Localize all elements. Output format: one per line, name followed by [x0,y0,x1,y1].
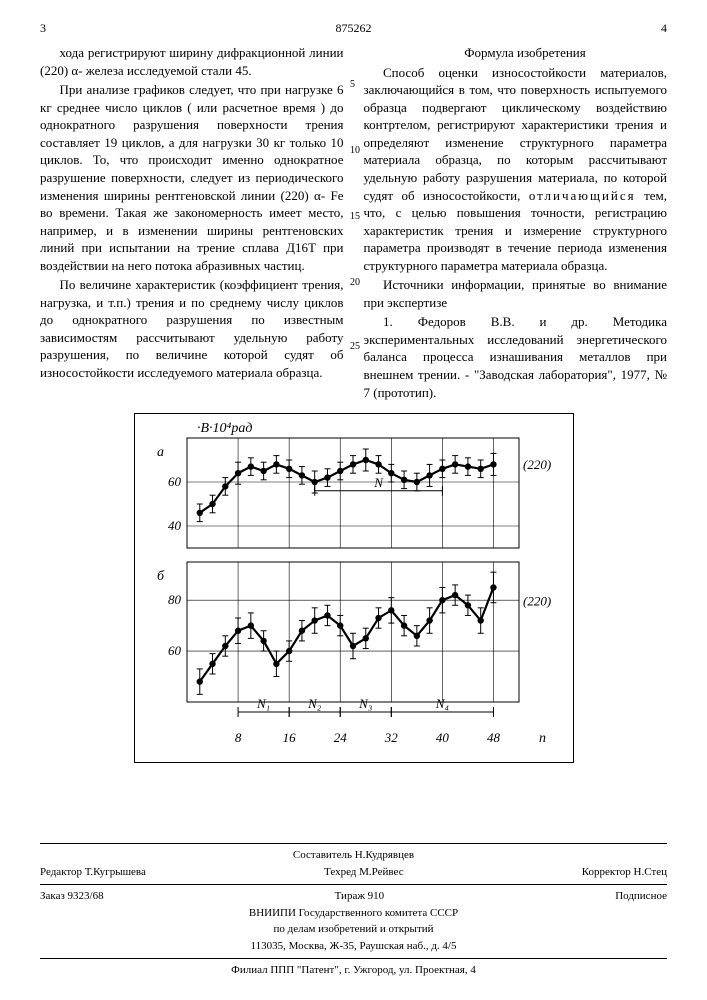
svg-text:60: 60 [168,643,182,658]
svg-text:n: n [539,731,546,746]
right-column: Формула изобретения Способ оценки износо… [364,44,668,403]
footer-branch: Филиал ППП "Патент", г. Ужгород, ул. Про… [40,963,667,978]
para: 1. Федоров В.В. и др. Методика экспериме… [364,313,668,401]
para: По величине характеристик (коэффициент т… [40,276,344,381]
svg-text:24: 24 [333,730,347,745]
footer-editor: Редактор Т.Кугрышева [40,865,146,880]
para: При анализе графиков следует, что при на… [40,81,344,274]
svg-text:8: 8 [234,730,241,745]
footer-corrector: Корректор Н.Стец [582,865,667,880]
svg-text:40: 40 [168,518,182,533]
para-emph: отличающийся [529,188,636,203]
line-mark: 10 [350,144,360,158]
svg-text:N₃: N₃ [358,696,372,711]
chart-container: ·B·10⁴рад 40 60 а (220) N 60 80б (220) N₁ N₂ N₃ N₄ 8 1… [40,413,667,763]
page-right: 4 [661,20,667,36]
svg-text:·B·10⁴рад: ·B·10⁴рад [197,421,253,436]
svg-text:48: 48 [486,730,500,745]
footer-tirazh: Тираж 910 [335,889,385,904]
svg-text:16: 16 [282,730,296,745]
footer-org2: по делам изобретений и открытий [40,922,667,937]
para: хода регистрируют ширину дифракционной л… [40,44,344,79]
svg-text:80: 80 [168,592,182,607]
line-mark: 5 [350,78,355,92]
formula-title: Формула изобретения [364,44,668,62]
svg-text:(220): (220) [523,593,551,608]
para: Источники информации, принятые во вниман… [364,276,668,311]
svg-text:а: а [157,445,164,460]
svg-text:(220): (220) [523,457,551,472]
svg-text:40: 40 [435,730,449,745]
svg-text:N₂: N₂ [307,696,322,711]
footer-signed: Подписное [615,889,667,904]
line-mark: 25 [350,340,360,354]
svg-text:N₁: N₁ [256,696,270,711]
svg-text:60: 60 [168,474,182,489]
footer-org1: ВНИИПИ Государственного комитета СССР [40,906,667,921]
chart-frame: ·B·10⁴рад 40 60 а (220) N 60 80б (220) N₁ N₂ N₃ N₄ 8 1… [134,413,574,763]
line-mark: 20 [350,276,360,290]
footer-addr: 113035, Москва, Ж-35, Раушская наб., д. … [40,939,667,954]
para-text: Способ оценки износостойкости материалов… [364,65,668,203]
footer: Составитель Н.Кудрявцев Редактор Т.Кугры… [40,839,667,980]
svg-text:б: б [157,569,165,584]
chart-svg: ·B·10⁴рад 40 60 а (220) N 60 80б (220) N₁ N₂ N₃ N₄ 8 1… [139,418,569,758]
svg-text:N: N [373,475,384,490]
line-mark: 15 [350,210,360,224]
footer-techred: Техред М.Рейвес [324,865,404,880]
para: Способ оценки износостойкости материалов… [364,64,668,275]
left-column: хода регистрируют ширину дифракционной л… [40,44,344,403]
footer-order: Заказ 9323/68 [40,889,104,904]
footer-compiler: Составитель Н.Кудрявцев [40,848,667,863]
svg-text:N₄: N₄ [434,696,449,711]
page-header: 3 875262 4 [40,20,667,36]
doc-number: 875262 [46,20,661,36]
svg-text:32: 32 [383,730,398,745]
